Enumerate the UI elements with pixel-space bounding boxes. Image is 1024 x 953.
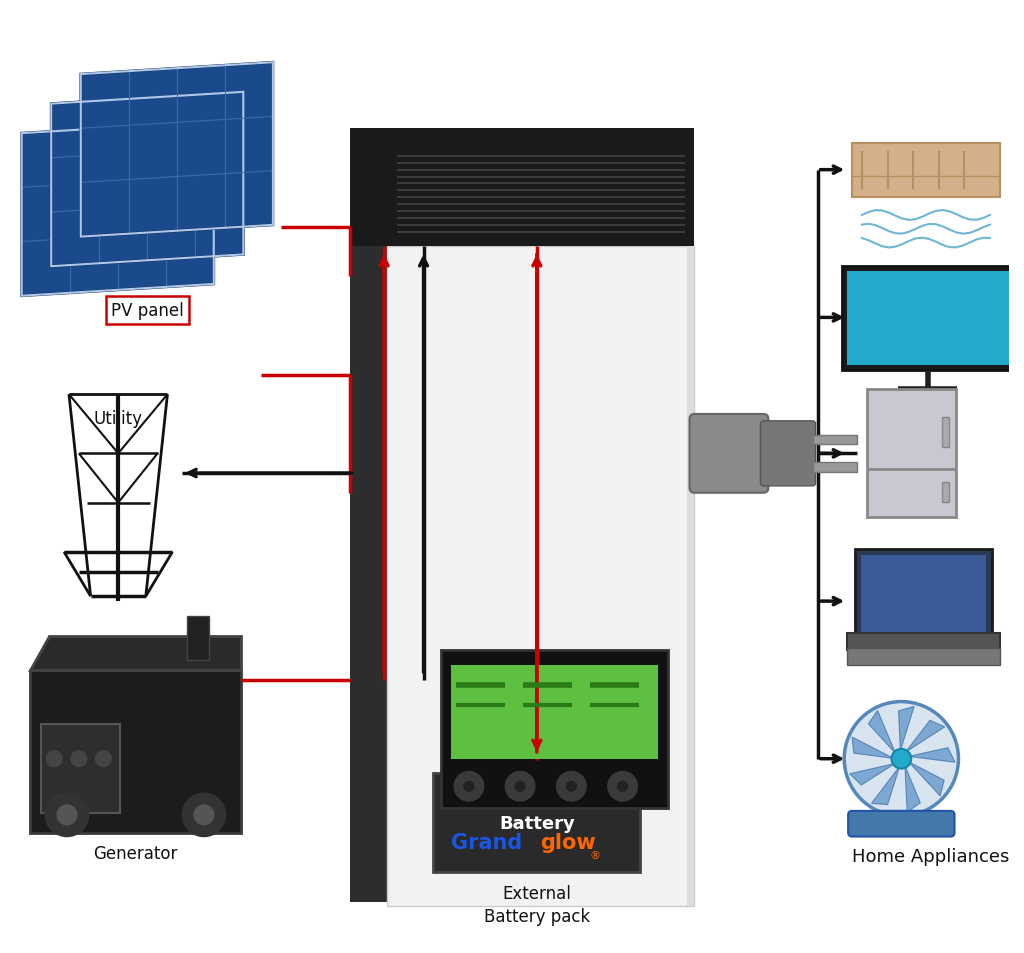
Bar [350,130,387,902]
Circle shape [844,701,958,816]
Circle shape [505,772,535,801]
Bar [350,130,694,247]
Polygon shape [905,720,945,752]
Bar [847,649,999,665]
Circle shape [892,749,911,769]
Circle shape [45,793,89,837]
Polygon shape [868,711,896,754]
Bar [187,617,209,660]
FancyBboxPatch shape [761,421,816,486]
Bar [852,144,999,198]
Bar [847,633,999,651]
Text: Battery: Battery [499,814,574,832]
Text: PV panel: PV panel [112,301,184,319]
Circle shape [57,805,77,825]
Polygon shape [909,748,955,762]
Bar [433,774,640,872]
Bar [452,665,658,759]
Bar [861,556,986,632]
Text: Utility: Utility [94,410,142,428]
Text: External
Battery pack: External Battery pack [483,883,590,925]
Bar [350,130,694,247]
Circle shape [195,805,214,825]
Circle shape [95,751,112,767]
Polygon shape [51,92,244,267]
FancyBboxPatch shape [689,415,768,494]
Bar [842,267,1015,370]
Text: Generator: Generator [93,844,177,862]
Circle shape [46,751,62,767]
Polygon shape [862,811,941,833]
Circle shape [182,793,225,837]
Polygon shape [908,762,944,796]
Circle shape [566,781,577,791]
Circle shape [71,751,87,767]
Bar [942,483,948,502]
Bar [813,436,857,445]
Circle shape [557,772,586,801]
Circle shape [464,781,474,791]
Polygon shape [871,766,899,804]
FancyBboxPatch shape [848,811,954,837]
Polygon shape [905,766,921,812]
Circle shape [515,781,525,791]
Polygon shape [30,636,242,670]
Circle shape [608,772,637,801]
Bar [847,272,1010,365]
Text: Home Appliances: Home Appliances [852,847,1010,865]
Circle shape [617,781,628,791]
Bar [387,247,694,906]
Bar [686,247,694,906]
Text: ®: ® [589,850,600,861]
Polygon shape [852,738,894,759]
Bar [589,760,612,774]
Bar [942,418,948,448]
Circle shape [454,772,483,801]
Bar [867,390,955,517]
Text: Grand: Grand [452,833,522,853]
Bar [41,724,120,813]
Text: glow: glow [540,833,595,853]
Bar [30,670,242,833]
Polygon shape [899,707,914,751]
Polygon shape [850,763,895,785]
Polygon shape [81,63,272,237]
Polygon shape [22,122,214,296]
Bar [461,760,484,774]
Bar [855,549,992,638]
Bar [441,651,668,808]
Bar [813,463,857,473]
